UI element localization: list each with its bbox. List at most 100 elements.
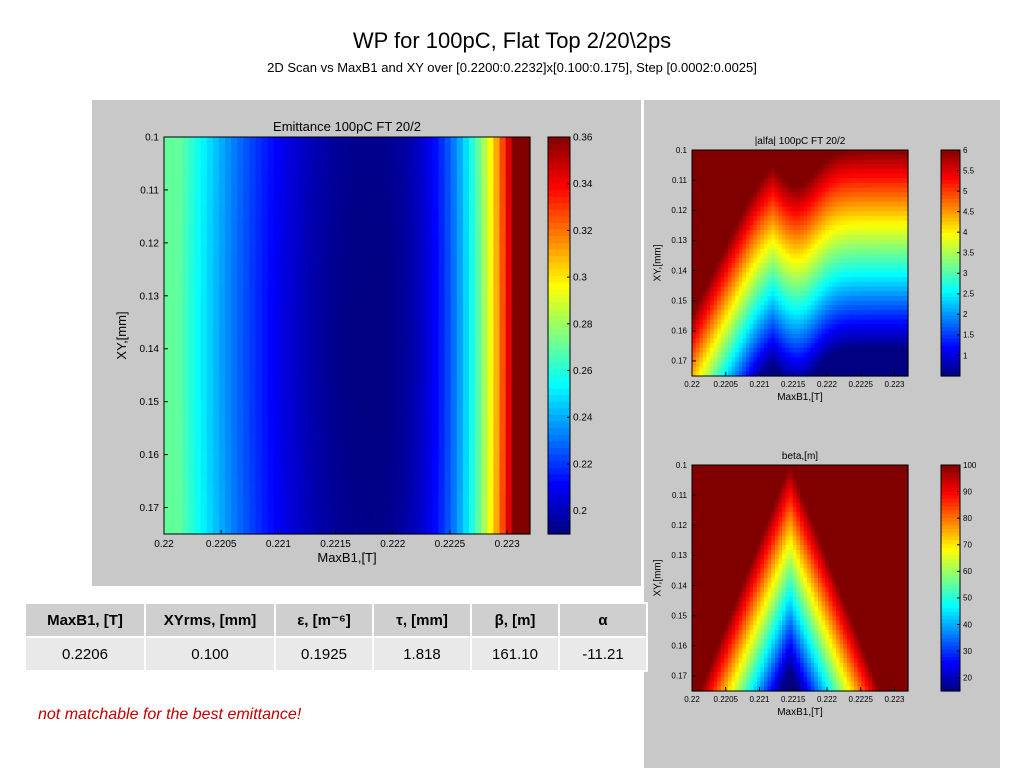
emittance-heatmap-cell: [462, 219, 470, 229]
emittance-heatmap-cell: [340, 467, 348, 477]
emittance-heatmap-cell: [176, 484, 183, 494]
alfa-heatmap-cell: [836, 178, 841, 184]
alfa-heatmap-cell: [771, 164, 776, 170]
emittance-heatmap-cell: [249, 376, 257, 386]
emittance-heatmap-cell: [456, 401, 464, 411]
alfa-heatmap-cell: [782, 211, 787, 217]
alfa-heatmap-cell: [854, 286, 859, 292]
emittance-heatmap-cell: [200, 145, 208, 155]
alfa-heatmap-cell: [789, 211, 794, 217]
alfa-heatmap-cell: [825, 164, 830, 170]
emittance-heatmap-cell: [359, 409, 366, 419]
emittance-heatmap-cell: [218, 219, 226, 229]
emittance-heatmap-cell: [206, 352, 214, 361]
alfa-heatmap-cell: [720, 211, 725, 217]
emittance-heatmap-cell: [438, 211, 446, 221]
emittance-heatmap-cell: [243, 335, 250, 345]
emittance-heatmap-cell: [438, 352, 446, 361]
alfa-heatmap-cell: [796, 248, 801, 255]
emittance-heatmap-cell: [426, 211, 433, 221]
emittance-heatmap-cell: [450, 227, 458, 237]
emittance-heatmap-cell: [517, 517, 525, 527]
emittance-heatmap-cell: [310, 194, 318, 204]
alfa-heatmap-cell: [803, 239, 808, 245]
emittance-heatmap-cell: [310, 285, 318, 295]
emittance-heatmap-cell: [462, 161, 470, 171]
emittance-heatmap-cell: [420, 492, 427, 502]
emittance-heatmap-cell: [469, 360, 476, 370]
alfa-heatmap-cell: [749, 225, 754, 231]
emittance-heatmap-cell: [243, 327, 250, 337]
alfa-heatmap-cell: [850, 281, 855, 288]
alfa-heatmap-cell: [814, 215, 819, 222]
emittance-heatmap-cell: [286, 318, 293, 328]
alfa-heatmap-cell: [825, 206, 830, 212]
alfa-heatmap-cell: [875, 197, 880, 203]
alfa-heatmap-cell: [893, 225, 898, 231]
emittance-heatmap-cell: [365, 178, 372, 188]
emittance-heatmap-cell: [462, 227, 470, 237]
emittance-heatmap-cell: [194, 517, 202, 527]
alfa-heatmap-cell: [692, 286, 697, 292]
alfa-heatmap-cell: [810, 150, 815, 156]
emittance-heatmap-cell: [194, 360, 202, 370]
emittance-heatmap-cell: [206, 459, 214, 469]
alfa-heatmap-cell: [695, 173, 700, 179]
emittance-heatmap-cell: [475, 492, 482, 502]
alfa-heatmap-cell: [796, 286, 801, 292]
emittance-heatmap-cell: [444, 492, 452, 502]
emittance-heatmap-cell: [218, 467, 226, 477]
alfa-heatmap-cell: [756, 206, 761, 212]
emittance-heatmap-cell: [237, 376, 244, 386]
emittance-heatmap-cell: [249, 194, 257, 204]
alfa-heatmap-cell: [803, 277, 808, 283]
alfa-heatmap-cell: [692, 300, 697, 306]
alfa-heatmap-cell: [882, 225, 887, 231]
emittance-heatmap-cell: [408, 161, 415, 171]
alfa-heatmap-cell: [807, 197, 812, 203]
alfa-heatmap-cell: [731, 211, 736, 217]
alfa-heatmap-cell: [890, 253, 895, 259]
emittance-heatmap-cell: [170, 434, 177, 444]
alfa-heatmap-cell: [713, 295, 718, 302]
emittance-heatmap-cell: [383, 327, 391, 337]
alfa-heatmap-cell: [803, 164, 808, 170]
emittance-heatmap-cell: [322, 426, 330, 436]
emittance-x-tick-label: 0.222: [380, 539, 405, 550]
emittance-heatmap-cell: [292, 352, 299, 361]
emittance-heatmap-cell: [322, 161, 330, 171]
emittance-heatmap-cell: [377, 443, 385, 452]
alfa-heatmap-cell: [825, 239, 830, 245]
alfa-heatmap-cell: [753, 277, 758, 283]
emittance-heatmap-cell: [456, 285, 464, 295]
emittance-heatmap-cell: [164, 327, 171, 337]
emittance-heatmap-cell: [475, 170, 482, 179]
alfa-heatmap-cell: [832, 267, 837, 274]
emittance-heatmap-cell: [517, 194, 525, 204]
alfa-heatmap-cell: [702, 225, 707, 231]
alfa-heatmap-cell: [828, 281, 833, 288]
emittance-heatmap-cell: [328, 203, 336, 213]
emittance-heatmap-cell: [353, 170, 360, 179]
alfa-heatmap-cell: [864, 173, 869, 179]
alfa-heatmap-cell: [735, 215, 740, 222]
emittance-heatmap-cell: [334, 170, 342, 179]
emittance-heatmap-cell: [310, 137, 318, 146]
alfa-heatmap-cell: [746, 234, 751, 241]
emittance-heatmap-cell: [420, 153, 427, 163]
alfa-heatmap-cell: [890, 150, 895, 156]
emittance-heatmap-cell: [401, 277, 409, 287]
alfa-heatmap-cell: [742, 168, 747, 175]
alfa-heatmap-cell: [800, 168, 805, 175]
emittance-heatmap-cell: [249, 426, 257, 436]
alfa-heatmap-cell: [792, 277, 797, 283]
alfa-heatmap-cell: [713, 206, 718, 212]
emittance-heatmap-cell: [401, 500, 409, 510]
emittance-heatmap-cell: [438, 509, 446, 519]
alfa-heatmap-cell: [875, 253, 880, 259]
emittance-heatmap-cell: [395, 368, 403, 378]
emittance-heatmap-cell: [414, 426, 421, 436]
alfa-heatmap-cell: [861, 281, 866, 288]
emittance-heatmap-cell: [517, 161, 525, 171]
alfa-heatmap-cell: [706, 168, 711, 175]
